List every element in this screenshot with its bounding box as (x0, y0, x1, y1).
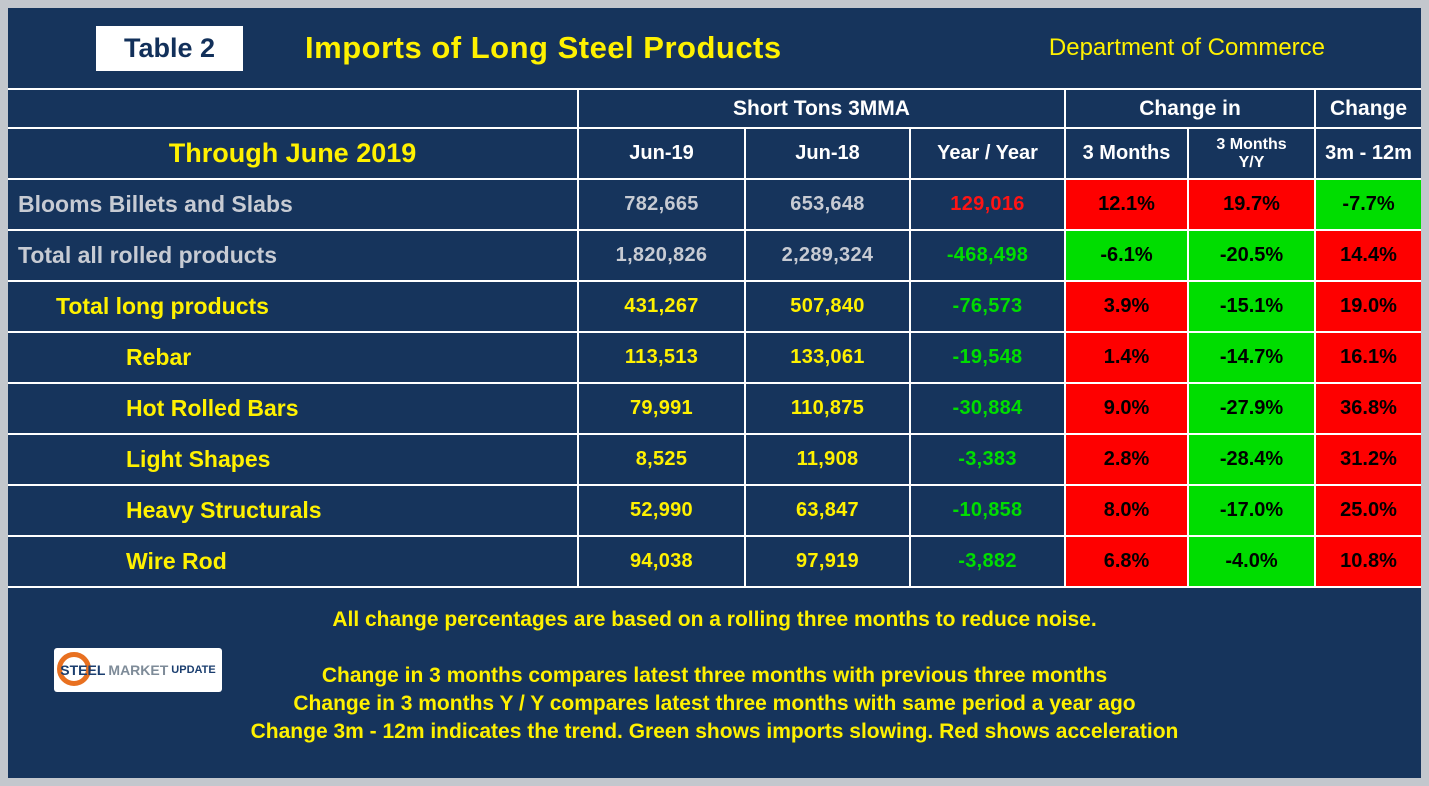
jun18-value: 2,289,324 (744, 229, 911, 282)
change-3m-12m-cell: 10.8% (1314, 535, 1421, 588)
change-3m-yy-cell: -28.4% (1187, 433, 1317, 486)
change-3m-12m-cell: -7.7% (1314, 178, 1421, 231)
steel-market-update-logo: STEEL MARKET UPDATE (54, 648, 222, 692)
logo-text-market: MARKET (108, 662, 169, 678)
jun19-value: 94,038 (577, 535, 746, 588)
footnotes: All change percentages are based on a ro… (8, 588, 1421, 744)
col-header-3months-yy-line1: 3 Months (1216, 135, 1287, 153)
row-label: Rebar (8, 331, 579, 384)
change-3m-12m-cell: 14.4% (1314, 229, 1421, 282)
change-3m-cell: 12.1% (1064, 178, 1190, 231)
group-header-change-in: Change in (1064, 88, 1317, 129)
col-header-yoy: Year / Year (908, 127, 1067, 180)
table-row-light-shapes: Light Shapes 8,525 11,908 -3,383 2.8% -2… (8, 433, 1421, 486)
change-3m-12m-cell: 31.2% (1314, 433, 1421, 486)
change-3m-yy-cell: -14.7% (1187, 331, 1317, 384)
yoy-value: -3,383 (908, 433, 1067, 486)
change-3m-yy-cell: 19.7% (1187, 178, 1317, 231)
group-header-tons: Short Tons 3MMA (576, 88, 1067, 129)
change-3m-12m-cell: 36.8% (1314, 382, 1421, 435)
logo-text-steel: STEEL (60, 662, 106, 678)
col-header-3months-yy-line2: Y/Y (1238, 153, 1265, 171)
report-footer: STEEL MARKET UPDATE All change percentag… (8, 588, 1421, 778)
change-3m-yy-cell: -4.0% (1187, 535, 1317, 588)
col-header-3months-yy: 3 Months Y/Y (1187, 127, 1317, 180)
jun18-value: 133,061 (744, 331, 911, 384)
change-3m-cell: 6.8% (1064, 535, 1190, 588)
group-header-change: Change (1314, 88, 1421, 129)
yoy-value: -30,884 (908, 382, 1067, 435)
change-3m-yy-cell: -27.9% (1187, 382, 1317, 435)
yoy-value: -19,548 (908, 331, 1067, 384)
jun19-value: 8,525 (577, 433, 746, 486)
table-row-hot-rolled-bars: Hot Rolled Bars 79,991 110,875 -30,884 9… (8, 382, 1421, 435)
jun19-value: 782,665 (577, 178, 746, 231)
change-3m-12m-cell: 16.1% (1314, 331, 1421, 384)
row-label: Light Shapes (8, 433, 579, 486)
column-header-row: Through June 2019 Jun-19 Jun-18 Year / Y… (8, 127, 1421, 180)
footnote-change-3m: Change in 3 months compares latest three… (321, 664, 1108, 687)
table-row-blooms: Blooms Billets and Slabs 782,665 653,648… (8, 178, 1421, 231)
report-header: Table 2 Imports of Long Steel Products D… (8, 8, 1421, 88)
change-3m-12m-cell: 25.0% (1314, 484, 1421, 537)
yoy-value: -76,573 (908, 280, 1067, 333)
jun18-value: 653,648 (744, 178, 911, 231)
jun18-value: 97,919 (744, 535, 911, 588)
change-3m-yy-cell: -20.5% (1187, 229, 1317, 282)
period-header: Through June 2019 (8, 127, 579, 180)
logo-ring-icon (57, 652, 91, 686)
footnote-change-3m-12m: Change 3m - 12m indicates the trend. Gre… (250, 720, 1179, 743)
col-header-jun19: Jun-19 (577, 127, 746, 180)
table-row-wire-rod: Wire Rod 94,038 97,919 -3,882 6.8% -4.0%… (8, 535, 1421, 588)
group-header-row: Short Tons 3MMA Change in Change (8, 88, 1421, 129)
blank-cell (8, 88, 579, 129)
row-label: Total long products (8, 280, 579, 333)
yoy-value: -3,882 (908, 535, 1067, 588)
table-row-rebar: Rebar 113,513 133,061 -19,548 1.4% -14.7… (8, 331, 1421, 384)
col-header-3months: 3 Months (1064, 127, 1190, 180)
source-label: Department of Commerce (1048, 34, 1325, 61)
yoy-value: -10,858 (908, 484, 1067, 537)
table-label: Table 2 (96, 25, 244, 71)
yoy-value: 129,016 (908, 178, 1067, 231)
footnote-change-3m-yy: Change in 3 months Y / Y compares latest… (293, 692, 1136, 715)
yoy-value: -468,498 (908, 229, 1067, 282)
jun19-value: 431,267 (577, 280, 746, 333)
jun19-value: 79,991 (577, 382, 746, 435)
change-3m-yy-cell: -17.0% (1187, 484, 1317, 537)
row-label: Wire Rod (8, 535, 579, 588)
imports-table: Short Tons 3MMA Change in Change Through… (8, 88, 1421, 588)
jun19-value: 113,513 (577, 331, 746, 384)
jun18-value: 507,840 (744, 280, 911, 333)
table-row-total-rolled: Total all rolled products 1,820,826 2,28… (8, 229, 1421, 282)
row-label: Heavy Structurals (8, 484, 579, 537)
table-row-total-long: Total long products 431,267 507,840 -76,… (8, 280, 1421, 333)
jun18-value: 11,908 (744, 433, 911, 486)
change-3m-cell: 9.0% (1064, 382, 1190, 435)
change-3m-yy-cell: -15.1% (1187, 280, 1317, 333)
col-header-jun18: Jun-18 (744, 127, 911, 180)
change-3m-cell: 8.0% (1064, 484, 1190, 537)
jun19-value: 52,990 (577, 484, 746, 537)
jun19-value: 1,820,826 (577, 229, 746, 282)
footnote-rolling: All change percentages are based on a ro… (332, 608, 1097, 631)
logo-text-update: UPDATE (171, 664, 216, 676)
change-3m-cell: 1.4% (1064, 331, 1190, 384)
jun18-value: 63,847 (744, 484, 911, 537)
jun18-value: 110,875 (744, 382, 911, 435)
page-title: Imports of Long Steel Products (305, 30, 782, 65)
row-label: Total all rolled products (8, 229, 579, 282)
row-label: Hot Rolled Bars (8, 382, 579, 435)
change-3m-cell: 3.9% (1064, 280, 1190, 333)
change-3m-cell: -6.1% (1064, 229, 1190, 282)
change-3m-12m-cell: 19.0% (1314, 280, 1421, 333)
table-row-heavy-structurals: Heavy Structurals 52,990 63,847 -10,858 … (8, 484, 1421, 537)
row-label: Blooms Billets and Slabs (8, 178, 579, 231)
col-header-3m-12m: 3m - 12m (1314, 127, 1421, 180)
change-3m-cell: 2.8% (1064, 433, 1190, 486)
